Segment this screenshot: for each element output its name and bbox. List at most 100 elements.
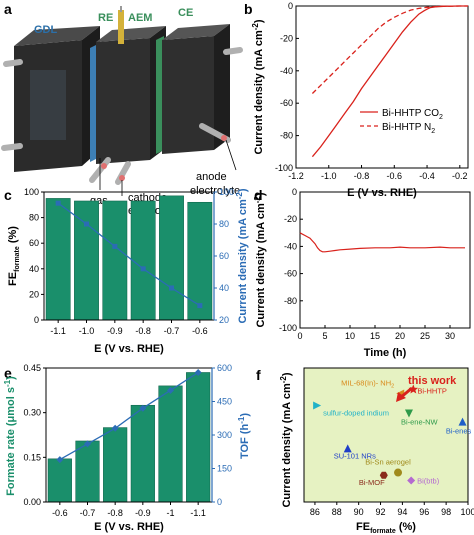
panel-f-point-label: Bi-Sn aerogel: [365, 458, 411, 467]
panel-c-xtick-label: -0.7: [164, 326, 180, 336]
panel-e-bar: [186, 372, 211, 503]
panel-a-illustration: a: [1, 1, 243, 217]
panel-d-xtick-label: 5: [322, 331, 327, 341]
label-gdl: GDL: [34, 24, 58, 36]
panel-d-chart: d 0 5 10 15 20 25 30 -100 -80 -60 -40 -20 0 Time (h)…: [253, 187, 471, 359]
panel-c-ytick-left-label: 20: [29, 289, 39, 299]
panel-c-bar: [159, 195, 184, 321]
panel-b-xtick-label: -0.2: [452, 171, 468, 181]
panel-c-xtick-label: -0.8: [135, 326, 151, 336]
panel-f-marker: [379, 471, 388, 479]
panel-c-chart: c -1.1 -1.0 -0.9 -0.8 -0.7 -0.6 0 20 40 60 80 100 20…: [4, 187, 249, 355]
anode-frame-side: [214, 24, 230, 150]
panel-f-xtick-label: 92: [376, 507, 386, 517]
panel-b-ylabel: Current density (mA cm-2): [251, 19, 265, 154]
panel-c-ytick-left-label: 40: [29, 264, 39, 274]
panel-e-tof-point: [139, 404, 147, 412]
panel-f-point-label: Bi-enes: [446, 427, 472, 436]
panel-c-bar: [130, 200, 156, 321]
panel-f-xtick-label: 90: [354, 507, 364, 517]
panel-b-series-line: [311, 5, 468, 158]
panel-f-marker: [407, 476, 416, 485]
cathode-frame-top: [96, 26, 166, 42]
panel-c-bar: [45, 198, 71, 321]
gdl-block-panel: [30, 70, 66, 140]
panel-c-current-point: [197, 303, 203, 309]
panel-c-bar: [102, 200, 128, 321]
panel-e-ytick-right-label: 450: [217, 397, 232, 407]
panel-e-ytick-left-label: 0.45: [23, 363, 41, 373]
panel-c-ytick-right-label: 80: [219, 219, 229, 229]
panel-f-point-label: Bi(btb): [417, 477, 440, 486]
panel-c-current-point: [84, 221, 89, 227]
panel-e-bar: [130, 404, 155, 503]
panel-d-xtick-label: 25: [420, 331, 430, 341]
panel-f-letter: f: [256, 367, 261, 383]
panel-b-plot-frame: [295, 5, 469, 169]
panel-d-xtick-label: 30: [445, 331, 455, 341]
panel-e-tof-line: [59, 371, 199, 461]
panel-f-point-label: SU-101 NRs: [334, 451, 376, 460]
panel-f-xtick-label: 98: [441, 507, 451, 517]
panel-e-ytick-left-label: 0.00: [23, 497, 41, 507]
panel-d-plot-frame: [299, 191, 471, 329]
panel-f-marker: [394, 468, 403, 477]
panel-f-marker: [313, 401, 322, 410]
panel-d-xtick-label: 0: [297, 331, 302, 341]
panel-c-ytick-right-label: 60: [219, 251, 229, 261]
panel-c-ytick-right-label: 20: [219, 315, 229, 325]
panel-e-bar: [103, 427, 128, 503]
panel-e-xtick-label: -1: [166, 508, 174, 518]
gdl-block-top: [14, 26, 100, 46]
panel-c-ytick-left-label: 60: [29, 238, 39, 248]
panel-e-tof-point: [167, 386, 174, 394]
panel-a-letter: a: [4, 1, 12, 17]
label-aem: AEM: [128, 12, 152, 24]
anode-frame: [162, 36, 214, 154]
panel-f-xtick-label: 86: [310, 507, 320, 517]
panel-d-xtick-label: 10: [345, 331, 355, 341]
panel-f-point-label: sulfur-doped indium: [323, 409, 389, 418]
this-work-label: this work: [408, 375, 457, 387]
panel-c-ytick-right-label: 100: [219, 187, 234, 197]
panel-f-point-label: Bi-HHTP: [417, 386, 447, 395]
panel-f-xlabel: FEformate (%): [356, 521, 416, 535]
panel-e-bar: [47, 458, 72, 503]
panel-f-marker: [404, 409, 413, 418]
panel-e-tof-point: [84, 440, 91, 448]
panel-c-ytick-right-label: 40: [219, 283, 229, 293]
panel-d-xtick-label: 15: [370, 331, 380, 341]
panel-b-xlabel: E (V vs. RHE): [347, 187, 417, 199]
panel-e-bar: [158, 385, 183, 503]
panel-c-ylabel-left: FEformate (%): [7, 226, 21, 286]
panel-b-ytick-label: -60: [280, 98, 293, 108]
panel-f-marker: [408, 384, 419, 394]
panel-e-xtick-label: -0.9: [135, 508, 151, 518]
panel-b-xtick-label: -0.8: [354, 171, 370, 181]
panel-b-letter: b: [244, 1, 253, 17]
panel-b-ytick-label: -80: [280, 131, 293, 141]
panel-b-series-line: [311, 5, 468, 94]
panel-d-ytick-label: -100: [279, 323, 297, 333]
panel-e-ytick-right-label: 600: [217, 363, 232, 373]
panel-e-bar: [75, 440, 100, 503]
anode-frame-top: [162, 24, 230, 40]
panel-b-xtick-label: -0.4: [419, 171, 435, 181]
panel-e-chart: e -0.6 -0.7 -0.8 -0.9 -1 -1.1 0.00 0.15 0.30 0.45…: [3, 363, 251, 533]
panel-f-plot-frame: [303, 367, 469, 503]
reference-electrode: [118, 10, 124, 44]
label-anode-2: electrolyte: [190, 185, 240, 197]
panel-b-ytick-label: -40: [280, 66, 293, 76]
panel-f-point-label: Bi-MOF: [359, 478, 385, 487]
panel-f-background: [304, 368, 468, 502]
panel-c-xlabel: E (V vs. RHE): [94, 343, 164, 355]
panel-b-xtick-label: -0.6: [387, 171, 403, 181]
panel-f-ylabel: Current density (mA cm-2): [279, 372, 293, 507]
panel-f-point-label: MIL-68(In)- NH2: [341, 378, 394, 389]
legend-co2-label: Bi-HHTP CO2: [382, 108, 443, 121]
panel-c-ytick-left-label: 80: [29, 213, 39, 223]
panel-e-ytick-right-label: 300: [217, 430, 232, 440]
panel-e-xtick-label: -0.6: [52, 508, 68, 518]
panel-e-tof-point: [56, 456, 64, 464]
